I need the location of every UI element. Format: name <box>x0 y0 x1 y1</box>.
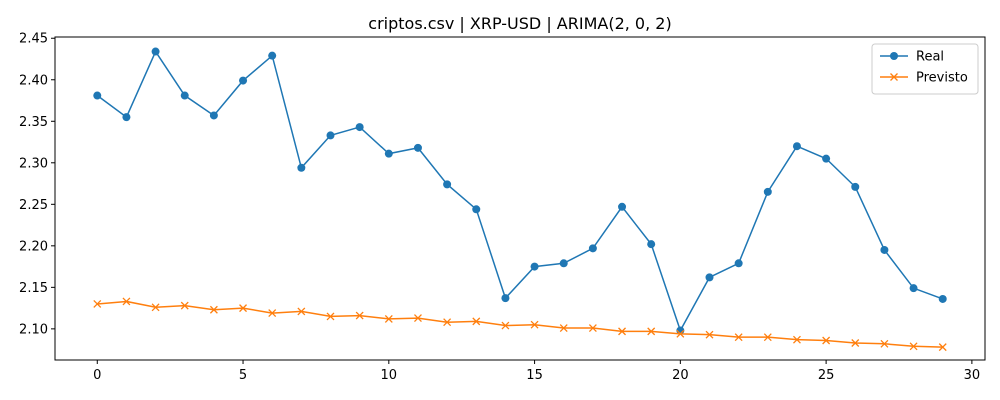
data-point-real <box>734 259 743 268</box>
data-point-previsto <box>122 297 131 306</box>
data-point-previsto <box>93 299 102 308</box>
data-point-real <box>763 187 772 196</box>
y-tick-label: 2.25 <box>19 198 48 213</box>
data-point-previsto <box>384 314 393 323</box>
data-point-real <box>588 244 597 253</box>
data-point-previsto <box>326 312 335 321</box>
x-tick-label: 15 <box>526 368 543 383</box>
y-tick-label: 2.15 <box>19 281 48 296</box>
data-point-real <box>618 202 627 211</box>
data-point-real <box>880 245 889 254</box>
x-tick-label: 30 <box>964 368 981 383</box>
data-point-previsto <box>588 324 597 332</box>
data-point-real <box>151 47 160 56</box>
data-point-real <box>297 163 306 172</box>
data-point-previsto <box>792 335 801 344</box>
plot-area <box>54 36 986 361</box>
legend: Real Previsto <box>871 43 979 95</box>
legend-label: Real <box>916 50 944 65</box>
y-tick-label: 2.45 <box>19 32 48 47</box>
data-point-real <box>355 123 364 132</box>
series-layer <box>93 47 947 352</box>
data-point-previsto <box>355 311 364 320</box>
data-point-previsto <box>151 303 160 312</box>
data-point-real <box>413 143 422 152</box>
x-tick-label: 10 <box>381 368 398 383</box>
data-point-previsto <box>559 324 568 332</box>
data-point-previsto <box>530 320 539 329</box>
data-point-previsto <box>763 333 772 342</box>
data-point-real <box>559 259 568 268</box>
data-point-previsto <box>501 321 510 330</box>
x-axis: 0 5 10 15 20 25 30 <box>93 360 980 383</box>
data-point-real <box>122 113 131 122</box>
data-point-previsto <box>734 333 743 342</box>
data-point-previsto <box>268 309 277 318</box>
data-point-previsto <box>618 327 626 336</box>
data-point-previsto <box>180 301 189 310</box>
data-point-previsto <box>647 327 656 336</box>
legend-item-previsto: Previsto <box>880 71 968 86</box>
data-point-previsto <box>414 314 422 323</box>
data-point-previsto <box>676 329 685 338</box>
legend-label: Previsto <box>916 71 968 86</box>
data-point-real <box>938 294 947 303</box>
x-tick-label: 20 <box>672 368 689 383</box>
y-axis: 2.10 2.15 2.20 2.25 2.30 2.35 2.40 2.45 <box>19 32 55 337</box>
data-point-previsto <box>472 317 481 326</box>
data-point-real <box>851 182 860 191</box>
data-point-real <box>268 51 277 60</box>
data-point-previsto <box>851 339 860 347</box>
y-tick-label: 2.20 <box>19 239 48 254</box>
data-point-previsto <box>239 304 248 313</box>
data-point-real <box>326 131 335 140</box>
data-point-previsto <box>880 339 889 348</box>
data-point-real <box>472 205 481 214</box>
data-point-real <box>792 142 801 151</box>
data-point-real <box>443 180 452 189</box>
data-point-real <box>705 273 714 282</box>
data-point-real <box>501 294 510 303</box>
data-point-real <box>647 240 656 249</box>
chart-title: criptos.csv | XRP-USD | ARIMA(2, 0, 2) <box>368 14 671 33</box>
data-point-previsto <box>822 336 831 345</box>
data-point-previsto <box>209 305 218 314</box>
series-line-previsto <box>97 300 943 348</box>
legend-item-real: Real <box>880 50 944 65</box>
data-point-real <box>530 262 539 271</box>
y-tick-label: 2.10 <box>19 322 48 337</box>
data-point-real <box>180 91 189 100</box>
series-line-real <box>96 49 943 333</box>
data-point-previsto <box>297 307 306 316</box>
data-point-real <box>909 284 918 293</box>
data-point-previsto <box>443 318 452 327</box>
data-point-real <box>239 76 248 85</box>
data-point-previsto <box>909 342 918 351</box>
x-tick-label: 0 <box>93 368 101 383</box>
y-tick-label: 2.30 <box>19 156 48 171</box>
x-tick-label: 25 <box>818 368 835 383</box>
y-tick-label: 2.35 <box>19 115 48 130</box>
x-tick-label: 5 <box>239 368 247 383</box>
y-tick-label: 2.40 <box>19 73 48 88</box>
data-point-real <box>93 91 102 100</box>
data-point-real <box>384 149 393 158</box>
data-point-previsto <box>705 330 714 339</box>
data-point-previsto <box>938 343 947 352</box>
data-point-real <box>209 111 218 120</box>
data-point-real <box>822 154 831 163</box>
